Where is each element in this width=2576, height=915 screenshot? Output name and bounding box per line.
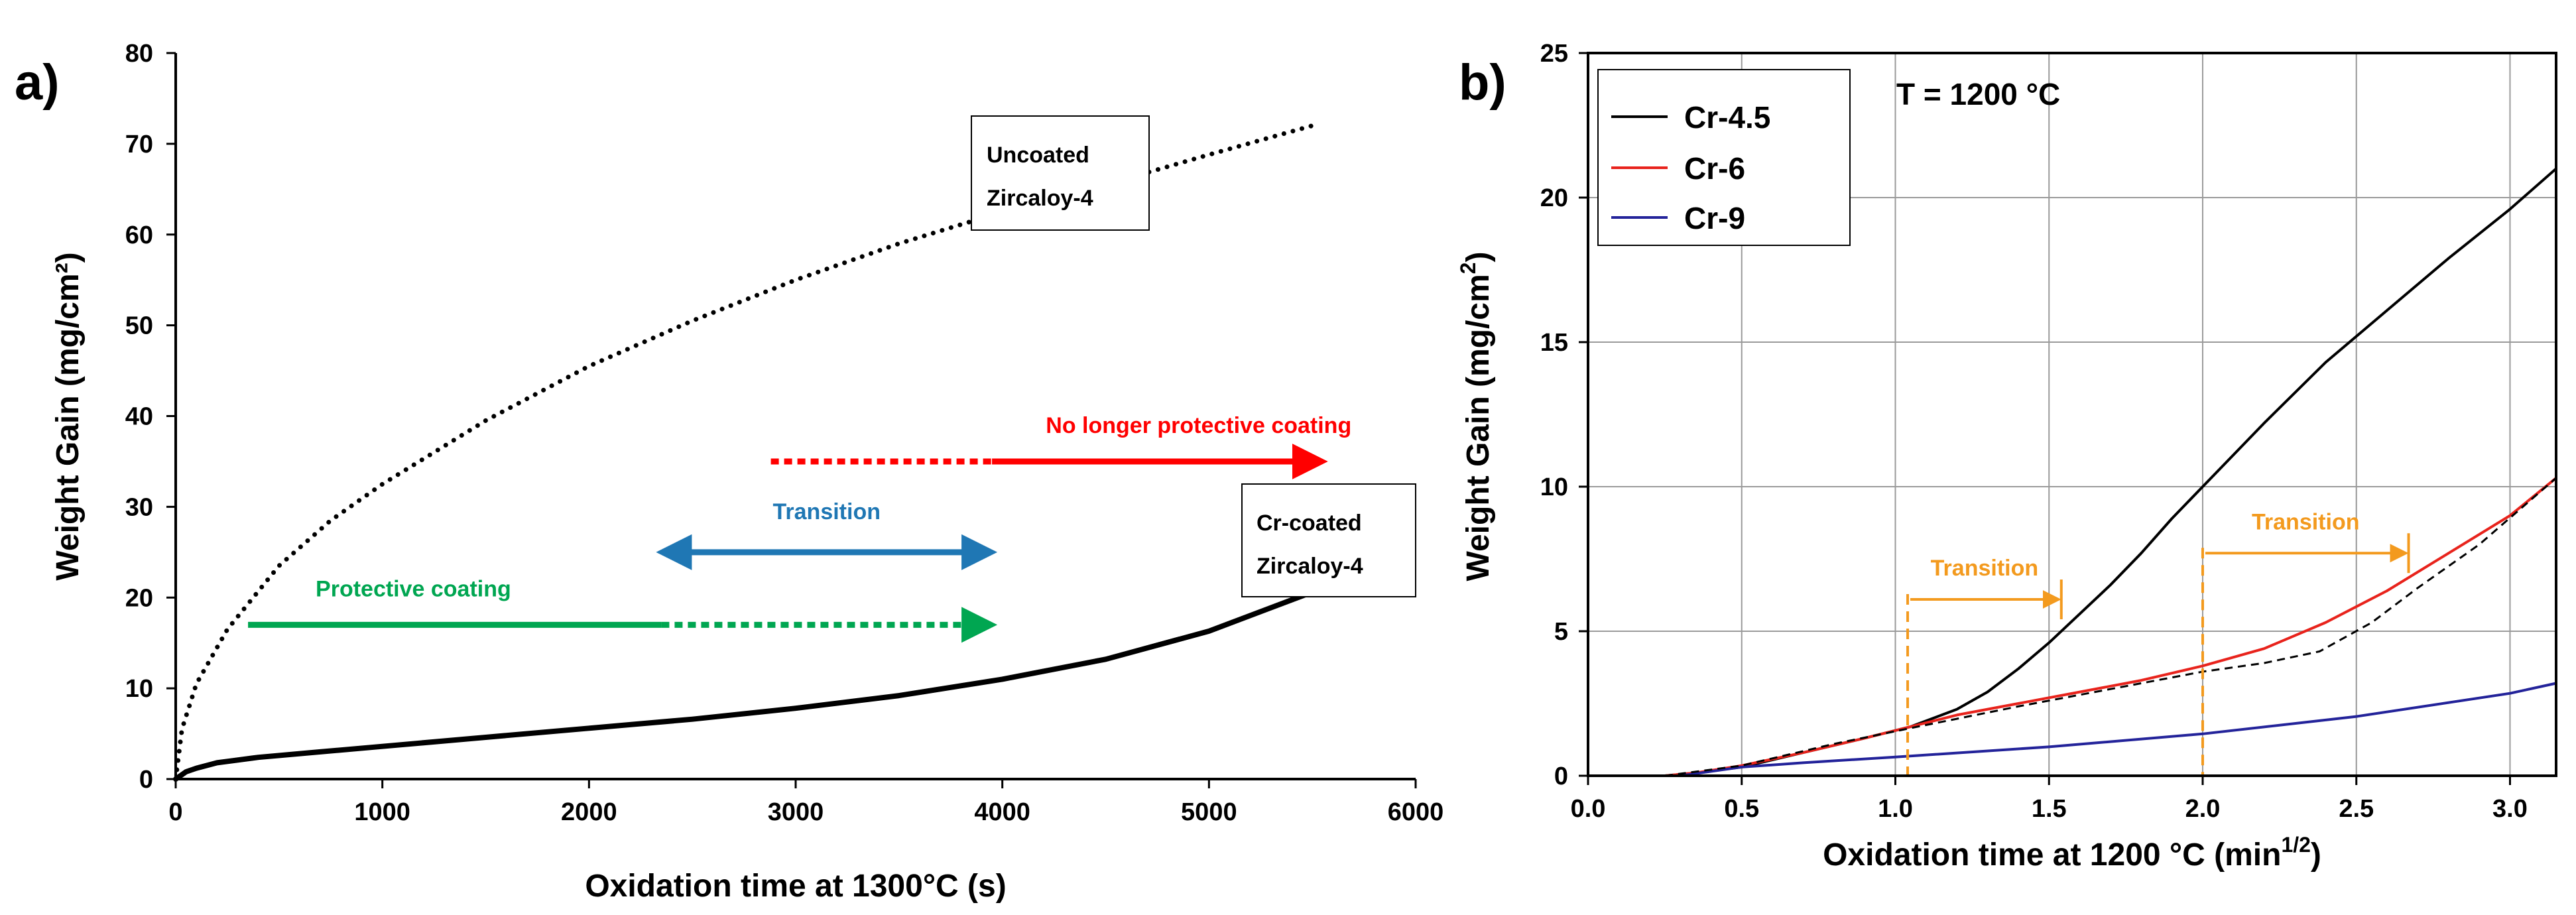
a-y-tick-label: 40: [125, 403, 153, 431]
transition-label: Transition: [1931, 556, 2038, 581]
series-cr-coated-zircaloy-4: [173, 589, 1316, 782]
b-grid: [1588, 53, 2556, 776]
legend-entry-cr-6: Cr-6: [1611, 151, 1745, 186]
legend-box: [1597, 69, 1851, 246]
label-cr-coated-line1: Cr-coated: [1257, 511, 1362, 536]
a-annotations: Protective coating Transition No longer pr…: [248, 413, 1351, 643]
series-uncoated-zircaloy-4: [173, 123, 1315, 782]
b-plot-frame: [1587, 52, 2557, 777]
a-y-tick-label: 20: [125, 584, 153, 612]
a-y-tick-label: 10: [125, 675, 153, 703]
a-x-tick-label: 2000: [561, 798, 617, 826]
label-cr-coated-line2: Zircaloy-4: [1257, 554, 1363, 579]
a-x-ticks: 0 1000 2000 3000 4000 5000 6000: [168, 779, 1443, 826]
b-y-axis-title: Weight Gain (mg/cm2): [1456, 252, 1496, 581]
b-annotations: Transition Transition: [1906, 509, 2410, 776]
a-x-tick-label: 4000: [974, 798, 1030, 826]
legend-entry-cr-9: Cr-9: [1611, 201, 1745, 235]
a-series: [173, 123, 1316, 782]
b-chart-title: T = 1200 °C: [1896, 77, 2060, 111]
a-x-tick-label: 5000: [1181, 798, 1237, 826]
b-legend: Cr-4.5 Cr-6 Cr-9: [1597, 69, 1851, 246]
label-cr-coated: Cr-coated Zircaloy-4: [1241, 483, 1416, 597]
a-y-tick-label: 80: [125, 40, 153, 68]
b-x-tick-label: 1.5: [2032, 795, 2067, 823]
a-y-tick-label: 30: [125, 493, 153, 521]
series-cr-9: [1588, 682, 2557, 777]
legend-label-cr-9: Cr-9: [1684, 201, 1745, 235]
a-y-tick-label: 70: [125, 131, 153, 158]
panel-label-b: b): [1459, 54, 1506, 111]
transition-annotation: Transition: [2201, 509, 2410, 776]
b-x-tick-label: 0.5: [1724, 795, 1759, 823]
annotation-label: Protective coating: [316, 577, 511, 602]
panel-label-a: a): [15, 54, 60, 111]
a-y-ticks: 0 10 20 30 40 50 60 70 80: [125, 40, 176, 794]
b-y-tick-label: 10: [1540, 473, 1568, 501]
a-x-tick-label: 0: [168, 798, 182, 826]
series-cr-4-5: [1588, 167, 2557, 777]
a-y-tick-label: 0: [139, 766, 153, 794]
b-series: [1588, 167, 2557, 777]
series-cr-6: [1588, 477, 2557, 777]
a-x-tick-label: 3000: [768, 798, 824, 826]
b-x-tick-label: 2.5: [2339, 795, 2374, 823]
annotation-transition: Transition: [656, 499, 998, 570]
a-x-tick-label: 6000: [1388, 798, 1444, 826]
series-guide: [1664, 477, 2557, 777]
b-x-axis-title: Oxidation time at 1200 °C (min1/2): [1823, 833, 2321, 873]
b-x-tick-label: 1.0: [1878, 795, 1913, 823]
b-x-tick-label: 2.0: [2185, 795, 2221, 823]
transition-label: Transition: [2252, 509, 2359, 534]
a-x-tick-label: 1000: [354, 798, 410, 826]
b-y-tick-label: 0: [1554, 762, 1568, 790]
transition-annotation: Transition: [1906, 556, 2063, 776]
a-y-tick-label: 50: [125, 312, 153, 340]
b-y-tick-label: 15: [1540, 329, 1568, 357]
label-uncoated-line1: Uncoated: [987, 143, 1089, 168]
b-x-tick-label: 0.0: [1571, 795, 1606, 823]
panel-a: a) 0 10 20 30 40 50 60 70 80 0 1000 2000 3000 4000 50…: [15, 40, 1443, 904]
legend-entry-cr-4-5: Cr-4.5: [1611, 100, 1770, 135]
annotation-label: No longer protective coating: [1046, 413, 1351, 438]
a-x-axis-title: Oxidation time at 1300°C (s): [585, 869, 1006, 904]
a-y-axis-title: Weight Gain (mg/cm²): [50, 252, 86, 580]
b-y-ticks: 0 5 10 15 20 25: [1540, 40, 1588, 790]
legend-label-cr-6: Cr-6: [1684, 151, 1745, 186]
annotation-label: Transition: [773, 499, 881, 524]
panel-b: b) 0 5 10 15 20 25 0.0 0.5 1.0 1.5 2.0 2.5 3.0 Tran…: [1456, 40, 2557, 873]
annotation-protective-coating: Protective coating: [248, 577, 998, 643]
label-uncoated: Uncoated Zircaloy-4: [971, 115, 1150, 231]
annotation-no-longer-protective-coating: No longer protective coating: [770, 413, 1351, 479]
b-x-tick-label: 3.0: [2492, 795, 2528, 823]
b-y-tick-label: 25: [1540, 40, 1568, 68]
b-x-ticks: 0.0 0.5 1.0 1.5 2.0 2.5 3.0: [1571, 776, 2528, 823]
legend-label-cr-4-5: Cr-4.5: [1684, 100, 1770, 135]
label-uncoated-line2: Zircaloy-4: [987, 186, 1093, 211]
a-y-tick-label: 60: [125, 221, 153, 249]
b-y-tick-label: 20: [1540, 184, 1568, 212]
b-y-tick-label: 5: [1554, 618, 1568, 646]
